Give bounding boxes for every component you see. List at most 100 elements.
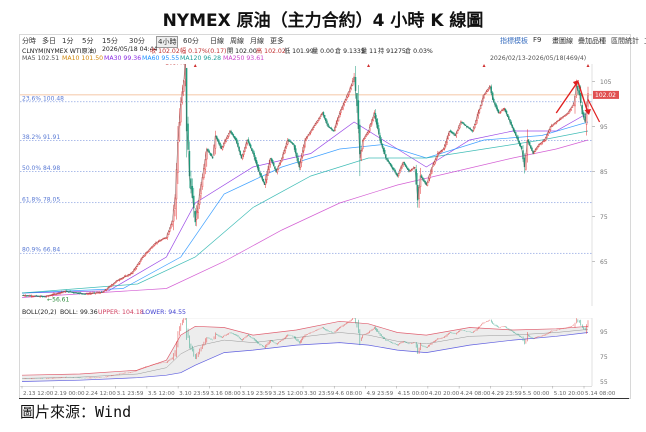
- boll-chart: 95 75 55: [20, 318, 608, 386]
- y-tick-label-4: 65: [600, 259, 608, 266]
- turnover-label: 倉 9.1335: [335, 48, 365, 55]
- x-tick-label-6: 3.16 08:00: [210, 391, 241, 397]
- timeframe-tab-5[interactable]: 30分: [129, 37, 145, 45]
- x-tick-label-8: 3.25 12:00: [273, 391, 304, 397]
- boll-upper-line: [21, 320, 589, 376]
- boll-mid-label: BOLL: 99.36: [60, 309, 98, 316]
- amount-label: 量 0.00: [312, 48, 334, 55]
- ma120-label: MA120 96.28: [180, 55, 222, 62]
- x-tick-label-2: 2.24 12:00: [85, 391, 116, 397]
- x-tick-label-12: 4.15 00:00: [398, 391, 429, 397]
- page-title: NYMEX 原油（主力合約）4 小時 K 線圖: [162, 11, 484, 31]
- timeframe-tab-3[interactable]: 5分: [82, 37, 94, 45]
- candle-body: [99, 292, 102, 294]
- timeframe-tab-8[interactable]: 日線: [210, 37, 224, 45]
- footer-rule: [19, 398, 629, 399]
- ma120-line: [21, 130, 589, 294]
- vol-label: 量 11: [361, 48, 378, 55]
- boll-lower-line: [21, 332, 589, 382]
- session-marker-1: [367, 64, 371, 67]
- toolbar-item-2[interactable]: 畫圖線: [552, 37, 573, 45]
- timeframe-tab-11[interactable]: 更多: [270, 37, 284, 45]
- timeframe-tab-9[interactable]: 周線: [230, 37, 244, 45]
- ma5-line: [21, 64, 589, 297]
- x-tick-label-3: 3.1 23:59: [117, 391, 144, 397]
- toolbar-item-0[interactable]: 指標模板: [500, 37, 528, 45]
- ma-info-line: MA5 102.51 MA10 101.50 MA30 99.36 MA60 9…: [20, 55, 630, 64]
- candle-body: [58, 292, 61, 294]
- x-tick-label-15: 4.29 23:59: [491, 391, 522, 397]
- boll-mid-line: [21, 329, 589, 379]
- quote-info-line: CLNYM(NYMEX WTI原油) 2026/05/18 04:44 收 10…: [20, 46, 630, 55]
- trend-arrow-down: [577, 81, 589, 114]
- x-tick-label-13: 4.20 20:00: [429, 391, 460, 397]
- datetime-label: 2026/05/18 04:44: [102, 46, 158, 53]
- y-tick-label-0: 105: [600, 79, 612, 86]
- boll-y-tick-label-1: 75: [600, 354, 608, 361]
- timeframe-tab-6[interactable]: 4小時: [156, 36, 179, 48]
- x-axis: 2.13 12:00 2.19 00:00 2.24 12:00 3.1 23:59 3…: [20, 386, 616, 397]
- trend-arrow-up-head: [572, 80, 579, 87]
- oi-change-label: 倉 0.03%: [405, 48, 433, 55]
- timeframe-tab-2[interactable]: 1分: [62, 37, 74, 45]
- y-tick-label-2: 85: [600, 169, 608, 176]
- ma5-label: MA5 102.51: [22, 55, 60, 62]
- trend-arrow-right: [587, 99, 601, 123]
- candlestick-chart: 105 95 85 75 65 23.6% 100.48 38.2% 91.91 50.0% …: [20, 64, 619, 306]
- boll-band-fill: [22, 321, 588, 382]
- toolbar-item-3[interactable]: 疊加品種: [578, 37, 606, 45]
- boll-label: BOLL(20,2): [22, 309, 57, 316]
- toolbar-item-4[interactable]: 區間統計: [611, 37, 639, 45]
- source-note: 圖片來源：Wind: [20, 401, 131, 422]
- fib-label-2: 50.0% 84.98: [22, 165, 60, 172]
- low-label: 低 101.99: [284, 48, 314, 55]
- timeframe-tab-0[interactable]: 分時: [22, 37, 36, 45]
- candles-group: [22, 64, 589, 298]
- boll-lower-label: LOWER: 94.55: [142, 309, 186, 316]
- boll-upper-label: UPPER: 104.18: [98, 309, 144, 316]
- range-label: 2026/02/13-2026/05/18(469/4): [490, 55, 587, 62]
- source-label: 圖片來源：: [20, 403, 96, 421]
- x-tick-label-17: 5.10 20:00: [554, 391, 585, 397]
- timeframe-tab-7[interactable]: 60分: [183, 37, 199, 45]
- timeframe-tab-10[interactable]: 月線: [250, 37, 264, 45]
- oi-label: 持 91275: [378, 48, 406, 55]
- candle-body: [77, 293, 80, 295]
- candle-body: [32, 295, 34, 297]
- trend-arrow-up: [555, 81, 579, 114]
- current-price-label: 102.02: [595, 92, 616, 99]
- change-label: 幅 0.17%(0.17): [180, 48, 227, 55]
- fib-label-3: 61.8% 78.05: [22, 196, 60, 203]
- high-label: 高 102.02: [256, 48, 286, 55]
- candle-body: [55, 293, 57, 295]
- candle-body: [87, 293, 89, 295]
- toolbar-item-5[interactable]: 工具: [644, 36, 646, 46]
- x-tick-label-18: 5.14 08:00: [585, 391, 616, 397]
- toolbar-item-1[interactable]: F9: [533, 36, 542, 44]
- trend-arrow-down-head: [584, 109, 591, 115]
- timeframe-toolbar: 分時 多日 1分 5分 15分 30分 4小時 60分 日線 周線 月線 更多 指標模板 F9 畫圖線 疊加品…: [20, 35, 646, 48]
- y-tick-label-3: 75: [600, 214, 608, 221]
- fib-label-4: 80.9% 66.84: [22, 247, 60, 254]
- session-marker-2: [482, 64, 486, 67]
- session-marker-3: [586, 64, 590, 67]
- current-price-badge: [593, 90, 619, 99]
- boll-y-tick-label-0: 95: [600, 329, 608, 336]
- ma250-line: [21, 139, 589, 298]
- close-label: 收 102.02: [150, 48, 180, 55]
- boll-y-tick-label-2: 55: [600, 379, 608, 386]
- x-tick-label-10: 4.6 08:00: [335, 391, 362, 397]
- x-tick-label-14: 4.24 08:00: [460, 391, 491, 397]
- timeframe-tab-1[interactable]: 多日: [42, 37, 56, 45]
- x-tick-label-9: 3.30 23:59: [304, 391, 335, 397]
- candle-body: [24, 295, 27, 297]
- x-tick-label-0: 2.13 12:00: [23, 391, 54, 397]
- x-tick-label-1: 2.19 00:00: [54, 391, 85, 397]
- timeframe-tab-4[interactable]: 15分: [102, 37, 118, 45]
- ma30-line: [21, 112, 589, 294]
- x-tick-label-4: 3.5 12:00: [148, 391, 175, 397]
- source-name: Wind: [95, 403, 132, 421]
- open-label: 開 102.00: [227, 48, 257, 55]
- fib-label-1: 38.2% 91.91: [22, 134, 60, 141]
- ma10-label: MA10 101.50: [62, 55, 104, 62]
